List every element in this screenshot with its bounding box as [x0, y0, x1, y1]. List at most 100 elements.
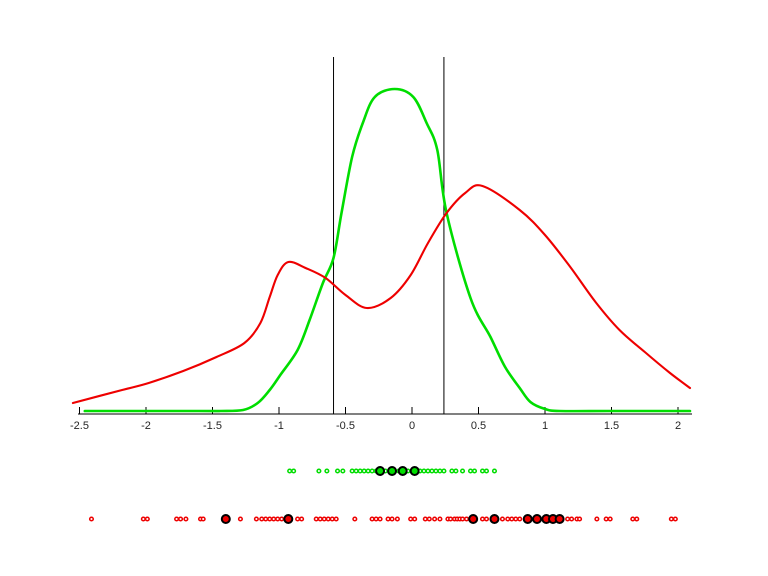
red-rug-point	[448, 516, 454, 522]
red-rug-point	[317, 516, 323, 522]
x-tick-label: 2	[675, 420, 681, 432]
red-rug-point	[88, 516, 95, 522]
green-rug-point	[471, 468, 478, 474]
red-rug-point	[200, 516, 206, 522]
green-rug-point	[287, 468, 293, 474]
red-rug-point	[668, 516, 674, 522]
green-rug-circled-point	[397, 466, 408, 476]
green-density-curve	[83, 87, 692, 413]
x-tick-label: 0	[409, 420, 415, 432]
green-rug-point	[349, 468, 355, 474]
green-rug-point	[433, 468, 439, 474]
green-rug-circled-point	[375, 466, 386, 476]
red-rug-point	[174, 516, 180, 522]
red-density-curve	[71, 184, 692, 405]
red-rug-point	[408, 516, 414, 522]
green-rug-point	[369, 468, 375, 474]
red-rug-circled-point	[489, 514, 500, 524]
red-rug-point	[271, 516, 277, 522]
red-rug-point	[634, 516, 640, 522]
green-rug-point	[316, 468, 322, 474]
x-tick-label: 1.5	[604, 420, 619, 432]
red-rug-point	[483, 516, 490, 522]
red-rug-circled-point	[522, 514, 533, 524]
green-rug-point	[291, 468, 297, 474]
red-rug-point	[577, 516, 583, 522]
red-rug-point	[183, 516, 189, 522]
red-rug-point	[259, 516, 265, 522]
green-rug-point	[479, 468, 486, 474]
red-rug-point	[459, 516, 466, 522]
red-rug-point	[178, 516, 184, 522]
red-rug-point	[144, 516, 150, 522]
red-rug-point	[594, 516, 600, 522]
red-rug-point	[672, 516, 678, 522]
red-rug-point	[295, 516, 301, 522]
green-rug-point	[357, 468, 363, 474]
red-rug-point	[394, 516, 400, 522]
green-rug-point	[429, 468, 435, 474]
red-rug-point	[333, 516, 339, 522]
red-rug-point	[412, 516, 418, 522]
x-tick-label: -1.5	[203, 420, 222, 432]
red-rug-point	[437, 516, 443, 522]
green-rug-point	[453, 468, 459, 474]
x-tick-label: -1	[274, 420, 284, 432]
red-rug-point	[422, 516, 428, 522]
red-rug-point	[352, 516, 358, 522]
red-rug-point	[509, 516, 515, 522]
red-rug-point	[479, 516, 486, 522]
red-rug-point	[385, 516, 391, 522]
x-tick-label: -0.5	[336, 420, 355, 432]
green-rug-circled-point	[409, 466, 420, 476]
red-rug-point	[377, 516, 383, 522]
red-rug-point	[329, 516, 335, 522]
green-rug-point	[421, 468, 427, 474]
x-tick-label: 1	[542, 420, 548, 432]
red-rug-point	[237, 516, 243, 522]
red-rug-point	[313, 516, 319, 522]
red-rug-point	[299, 516, 305, 522]
red-rug-point	[253, 516, 259, 522]
red-rug-point	[263, 516, 269, 522]
red-rug-point	[603, 516, 609, 522]
green-rug-point	[361, 468, 367, 474]
green-rug-point	[340, 468, 346, 474]
red-rug-point	[505, 516, 511, 522]
red-rug-point	[513, 516, 519, 522]
red-rug-point	[389, 516, 395, 522]
green-rug-point	[334, 468, 341, 474]
red-rug-circled-point	[283, 514, 294, 524]
red-rug-point	[267, 516, 273, 522]
red-rug-point	[373, 516, 379, 522]
red-rug-circled-point	[468, 514, 479, 524]
green-rug-point	[491, 468, 498, 474]
red-rug-point	[569, 516, 575, 522]
green-rug-point	[467, 468, 474, 474]
red-rug-point	[463, 516, 470, 522]
x-tick-label: -2.5	[70, 420, 89, 432]
green-rug-point	[437, 468, 443, 474]
green-rug-point	[365, 468, 371, 474]
green-rug-circled-point	[387, 466, 398, 476]
green-rug-point	[459, 468, 466, 474]
red-rug-point	[499, 516, 505, 522]
red-rug-point	[325, 516, 331, 522]
red-rug-point	[275, 516, 281, 522]
red-rug-circled-point	[220, 514, 231, 524]
green-rug-point	[483, 468, 490, 474]
red-rug-circled-point	[554, 514, 565, 524]
red-rug-point	[279, 516, 285, 522]
green-rug-point	[353, 468, 359, 474]
red-rug-point	[517, 516, 523, 522]
red-rug-point	[432, 516, 438, 522]
x-tick-label: 0.5	[471, 420, 486, 432]
green-rug-point	[441, 468, 447, 474]
green-rug-point	[324, 468, 330, 474]
red-rug-point	[321, 516, 327, 522]
red-rug-point	[426, 516, 432, 522]
x-tick-label: -2	[141, 420, 151, 432]
red-rug-point	[630, 516, 636, 522]
